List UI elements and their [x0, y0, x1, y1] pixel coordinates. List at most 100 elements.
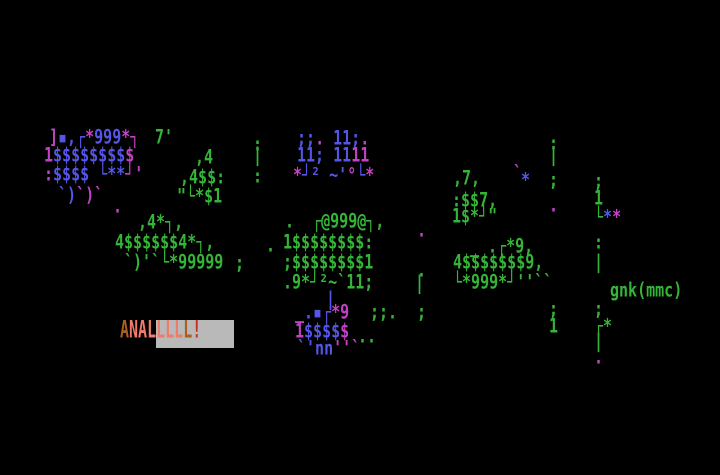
- ansi-art-line: 1$$$$$$$$:: [283, 232, 373, 252]
- art-glyph-run: ▪,┌: [58, 125, 86, 149]
- art-glyph-run: ;: [235, 251, 245, 275]
- ansi-art-line: :: [253, 164, 263, 188]
- art-glyph-run: ;: [549, 168, 559, 192]
- art-glyph-run: |: [594, 329, 604, 353]
- art-glyph-run: `): [58, 183, 77, 207]
- ansi-art-line: ;: [594, 297, 604, 321]
- art-glyph-run: ┘²: [302, 163, 330, 187]
- ansi-art-line: 1$*┘": [452, 206, 497, 226]
- art-glyph-run: 1: [44, 143, 54, 167]
- ansi-art-line: ┌*: [594, 316, 612, 336]
- ansi-art-line: ,7,: [453, 166, 481, 190]
- ansi-art-line: :: [594, 232, 603, 252]
- art-glyph-run: ;;.: [370, 300, 398, 324]
- art-glyph-run: ;: [594, 297, 604, 321]
- art-glyph-run: :: [44, 162, 54, 186]
- art-glyph-run: °: [347, 163, 357, 187]
- art-glyph-run: 11;: [333, 126, 361, 150]
- ansi-art-line: 1: [549, 316, 558, 336]
- art-glyph-run: ;: [549, 297, 559, 321]
- art-glyph-run: 4$$$$$$4*┐,: [115, 230, 215, 254]
- art-glyph-run: $$$$: [53, 162, 90, 186]
- art-glyph-run: 11;: [297, 143, 325, 167]
- art-glyph-run: .: [417, 218, 427, 242]
- ansi-art-line: |: [326, 289, 335, 309]
- ansi-art-line: |: [594, 329, 604, 353]
- ansi-art-line: ]▪,┌*999*┐: [49, 125, 140, 149]
- art-glyph-run: NALLLL: [129, 314, 184, 344]
- ansi-art-line: ,4*┐,: [138, 210, 184, 234]
- ansi-art-line: _ .┌*9,: [470, 234, 534, 258]
- ansi-art-line: ,4: [195, 145, 214, 169]
- ansi-art-line: ;: [549, 168, 559, 192]
- art-glyph-run: └**: [98, 162, 126, 186]
- art-glyph-run: 1: [295, 319, 305, 343]
- ansi-art-line: |: [549, 143, 559, 167]
- art-glyph-run: .: [266, 233, 276, 257]
- art-glyph-run: ..: [358, 324, 377, 348]
- art-glyph-run: ;;: [297, 126, 316, 150]
- art-glyph-run: $: [340, 319, 350, 343]
- art-glyph-run: ;: [417, 300, 427, 324]
- art-glyph-run: *: [521, 168, 531, 192]
- ansi-art-line: _.▪┌*9: [295, 300, 350, 324]
- art-glyph-run: :: [253, 164, 263, 188]
- art-glyph-run: $: [125, 143, 135, 167]
- ansi-art-line: ;;.: [370, 300, 398, 324]
- art-glyph-run: ''`: [333, 336, 361, 360]
- art-glyph-run: └: [356, 163, 366, 187]
- art-glyph-run: ,4: [195, 145, 214, 169]
- art-glyph-run: *: [85, 125, 95, 149]
- ansi-art-line: :$$7,: [452, 188, 498, 212]
- art-glyph-run: !: [192, 314, 202, 344]
- art-glyph-run: *┐: [121, 125, 140, 149]
- ansi-art-line: ..: [358, 324, 377, 348]
- ansi-art-line: 4$$$$$$$9,: [453, 250, 544, 274]
- ansi-art-line: .: [266, 233, 276, 257]
- art-glyph-run: *: [603, 205, 613, 229]
- ansi-art-line: :: [549, 133, 558, 153]
- art-glyph-run: 999: [94, 125, 122, 149]
- art-glyph-run: ,4*┐,: [138, 210, 184, 234]
- art-glyph-run: _: [295, 300, 305, 324]
- ansi-art-line: └**: [594, 205, 621, 229]
- ansi-art-line: ;: [594, 171, 603, 191]
- art-glyph-run: [89, 162, 98, 185]
- art-glyph-run: 4$$$$$$$9,: [453, 250, 544, 274]
- ansi-art-line: 7': [155, 127, 173, 147]
- ansi-art-line: .: [417, 218, 427, 242]
- art-glyph-run: *: [293, 163, 303, 187]
- art-glyph-run: :$$7,: [452, 188, 498, 212]
- art-glyph-run: |: [415, 271, 425, 295]
- art-glyph-run: *9: [331, 300, 350, 324]
- ansi-art-line: ;: [417, 300, 427, 324]
- art-glyph-run: _ .┌*9,: [470, 234, 534, 258]
- art-glyph-run: .: [113, 194, 123, 218]
- banner-highlight-block: [156, 320, 234, 348]
- art-glyph-run: ;$$$$$$$$1: [283, 250, 374, 274]
- art-glyph-run: └*999*┘''``: [453, 270, 553, 294]
- art-glyph-run: .9*┘²~`11;: [283, 270, 374, 294]
- ansi-art-line: 4$$$$$$4*┐,: [115, 230, 215, 254]
- ansi-art-line: .: [549, 195, 558, 215]
- ansi-art-line: 1$$$$$: [295, 319, 350, 343]
- art-glyph-run: 11: [333, 143, 352, 167]
- ansi-art-line: `)`)`: [58, 183, 104, 207]
- art-glyph-run: ┘': [125, 162, 144, 186]
- ansi-art-line: `'nn''`: [297, 336, 361, 360]
- art-glyph-run: ,7,: [453, 166, 481, 190]
- art-glyph-run: `)'`└*99999: [124, 250, 224, 274]
- ansi-art-line: ;;. 11;.: [297, 126, 369, 150]
- ansi-art-line: ;: [235, 251, 245, 275]
- ansi-art-line: :$$$$ └**┘': [44, 162, 144, 186]
- ansi-art-line: |: [253, 145, 262, 165]
- art-glyph-run: |: [549, 143, 559, 167]
- ansi-art-line: ;: [549, 297, 559, 321]
- art-glyph-run: ~': [329, 163, 348, 187]
- ansi-art-line: `)'`└*99999: [124, 250, 224, 274]
- art-glyph-run: `)`: [76, 183, 104, 207]
- art-glyph-run: ,4$$:: [180, 165, 226, 189]
- ansi-art-line: .: [594, 347, 603, 367]
- art-glyph-run: $$$$$$$$: [53, 143, 126, 167]
